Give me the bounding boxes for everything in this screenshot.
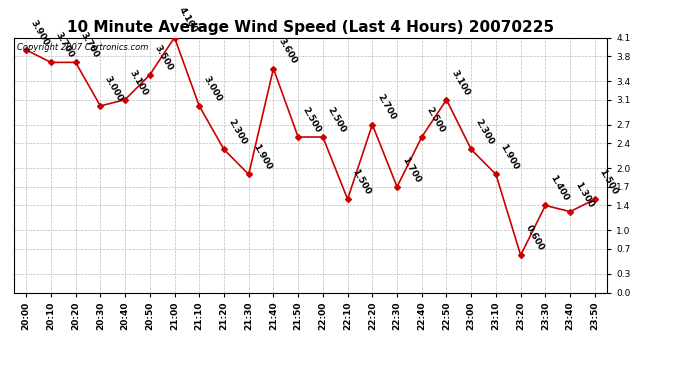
Text: 1.700: 1.700: [400, 155, 422, 184]
Text: 1.500: 1.500: [598, 168, 620, 196]
Text: 2.700: 2.700: [375, 93, 397, 122]
Text: 1.900: 1.900: [251, 142, 273, 171]
Text: 3.000: 3.000: [103, 74, 125, 103]
Text: 4.100: 4.100: [177, 6, 199, 35]
Text: 1.300: 1.300: [573, 180, 595, 209]
Text: 2.500: 2.500: [424, 105, 446, 134]
Text: 3.100: 3.100: [128, 68, 150, 97]
Text: 0.600: 0.600: [524, 224, 545, 252]
Title: 10 Minute Average Wind Speed (Last 4 Hours) 20070225: 10 Minute Average Wind Speed (Last 4 Hou…: [67, 20, 554, 35]
Text: 2.300: 2.300: [227, 118, 248, 147]
Text: Copyright 2007 Cartronics.com: Copyright 2007 Cartronics.com: [17, 43, 148, 52]
Text: 1.400: 1.400: [548, 174, 570, 202]
Text: 3.500: 3.500: [152, 43, 175, 72]
Text: 1.500: 1.500: [351, 168, 372, 196]
Text: 3.700: 3.700: [54, 31, 76, 60]
Text: 2.500: 2.500: [301, 105, 323, 134]
Text: 2.500: 2.500: [326, 105, 348, 134]
Text: 3.100: 3.100: [449, 68, 471, 97]
Text: 2.300: 2.300: [474, 118, 496, 147]
Text: 3.600: 3.600: [276, 37, 298, 66]
Text: 3.700: 3.700: [79, 31, 100, 60]
Text: 3.000: 3.000: [202, 74, 224, 103]
Text: 1.900: 1.900: [499, 142, 521, 171]
Text: 3.900: 3.900: [29, 18, 51, 47]
